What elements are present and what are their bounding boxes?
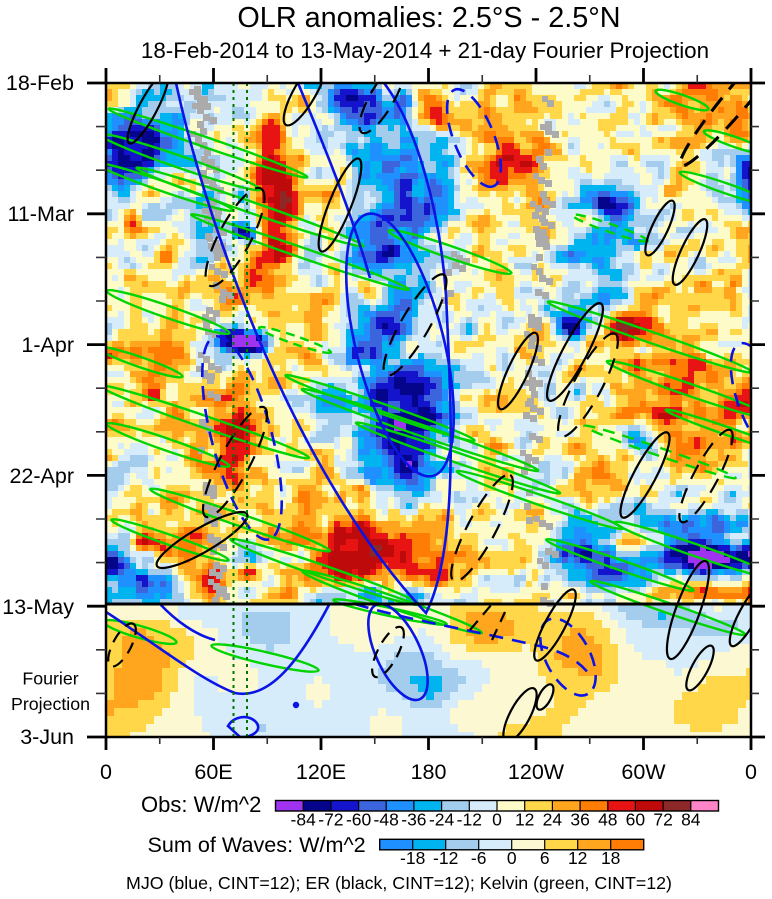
svg-text:1-Apr: 1-Apr — [21, 333, 74, 357]
svg-text:12: 12 — [568, 848, 587, 868]
svg-text:60W: 60W — [621, 760, 666, 784]
svg-text:Fourier: Fourier — [22, 669, 78, 689]
svg-text:0: 0 — [492, 810, 502, 830]
svg-text:12: 12 — [515, 810, 534, 830]
svg-text:-60: -60 — [346, 810, 372, 830]
svg-text:18-Feb: 18-Feb — [6, 71, 74, 95]
svg-text:-12: -12 — [457, 810, 482, 830]
svg-text:Obs: W/m^2: Obs: W/m^2 — [141, 792, 261, 817]
svg-text:MJO (blue, CINT=12); ER (black: MJO (blue, CINT=12); ER (black, CINT=12)… — [126, 873, 672, 893]
svg-text:120W: 120W — [508, 760, 565, 784]
svg-text:-18: -18 — [400, 848, 425, 868]
svg-text:Projection: Projection — [11, 694, 90, 714]
svg-text:60E: 60E — [194, 760, 232, 784]
svg-text:36: 36 — [570, 810, 589, 830]
svg-text:6: 6 — [540, 848, 550, 868]
svg-text:60: 60 — [626, 810, 646, 830]
svg-text:3-Jun: 3-Jun — [20, 725, 74, 749]
svg-text:13-May: 13-May — [2, 595, 74, 619]
svg-text:-48: -48 — [374, 810, 399, 830]
svg-text:0: 0 — [507, 848, 517, 868]
svg-text:11-Mar: 11-Mar — [7, 202, 74, 226]
svg-text:18: 18 — [601, 848, 620, 868]
svg-text:OLR anomalies: 2.5°S - 2.5°N: OLR anomalies: 2.5°S - 2.5°N — [237, 2, 620, 34]
svg-text:-12: -12 — [433, 848, 458, 868]
svg-text:180: 180 — [411, 760, 447, 784]
svg-text:-6: -6 — [471, 848, 487, 868]
svg-text:22-Apr: 22-Apr — [9, 464, 74, 488]
svg-text:120E: 120E — [296, 760, 346, 784]
svg-text:84: 84 — [681, 810, 701, 830]
svg-text:-72: -72 — [318, 810, 343, 830]
svg-text:0: 0 — [100, 760, 112, 784]
svg-text:0: 0 — [745, 760, 757, 784]
svg-text:18-Feb-2014 to 13-May-2014 + 2: 18-Feb-2014 to 13-May-2014 + 21-day Four… — [141, 38, 709, 63]
svg-text:-84: -84 — [291, 810, 317, 830]
svg-text:72: 72 — [653, 810, 672, 830]
svg-text:48: 48 — [598, 810, 617, 830]
svg-text:-36: -36 — [401, 810, 426, 830]
svg-text:24: 24 — [543, 810, 563, 830]
svg-text:Sum of Waves: W/m^2: Sum of Waves: W/m^2 — [148, 832, 366, 857]
svg-text:-24: -24 — [429, 810, 455, 830]
